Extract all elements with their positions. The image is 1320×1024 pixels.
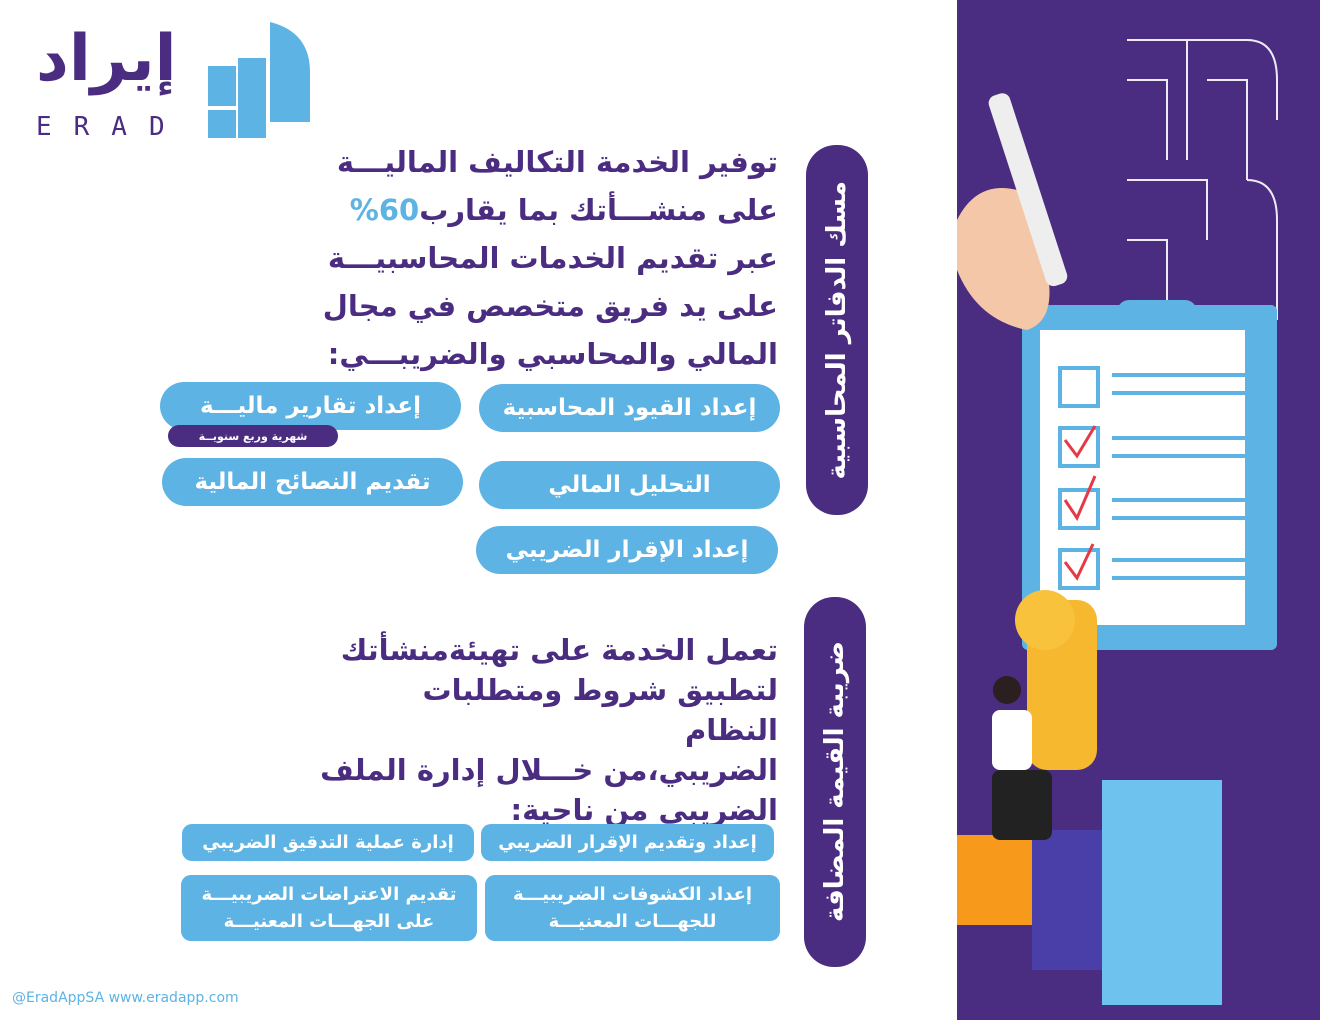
section-title-vat: ضريبة القيمة المضافة [804, 597, 866, 967]
service-financial-analysis: التحليل المالي [479, 461, 780, 509]
percent-highlight: 60% [349, 193, 420, 227]
service-tax-statements: إعداد الكشوفات الضريبيـــة للجهـــات الم… [485, 875, 780, 941]
reports-frequency-tag: شهرية وربع سنويــة [168, 425, 338, 447]
service-tax-return: إعداد الإقرار الضريبي [476, 526, 778, 574]
section2-description: تعمل الخدمة على تهيئةمنشأتك لتطبيق شروط … [320, 633, 778, 827]
service-vat-return: إعداد وتقديم الإقرار الضريبي [481, 824, 774, 861]
service-tax-audit: إدارة عملية التدقيق الضريبي [182, 824, 474, 861]
section-title-bookkeeping: مسك الدفاتر المحاسبية [806, 145, 868, 515]
logo-arabic: إيراد [36, 22, 177, 96]
service-journal-entries: إعداد القيود المحاسبية [479, 384, 780, 432]
logo-english: ERAD [36, 112, 187, 142]
footer-contact: @EradAppSA www.eradapp.com [12, 990, 239, 1006]
decorative-panel [957, 0, 1320, 1020]
service-financial-reports: إعداد تقارير ماليـــة [160, 382, 461, 430]
section1-description: توفير الخدمة التكاليف الماليـــة على منش… [322, 145, 778, 371]
illustration-clipboard-coins [957, 39, 1278, 1005]
logo-mark-icon [208, 22, 310, 138]
service-financial-advice: تقديم النصائح المالية [162, 458, 463, 506]
service-tax-objections: تقديم الاعتراضات الضريبيـــة على الجهـــ… [181, 875, 477, 941]
